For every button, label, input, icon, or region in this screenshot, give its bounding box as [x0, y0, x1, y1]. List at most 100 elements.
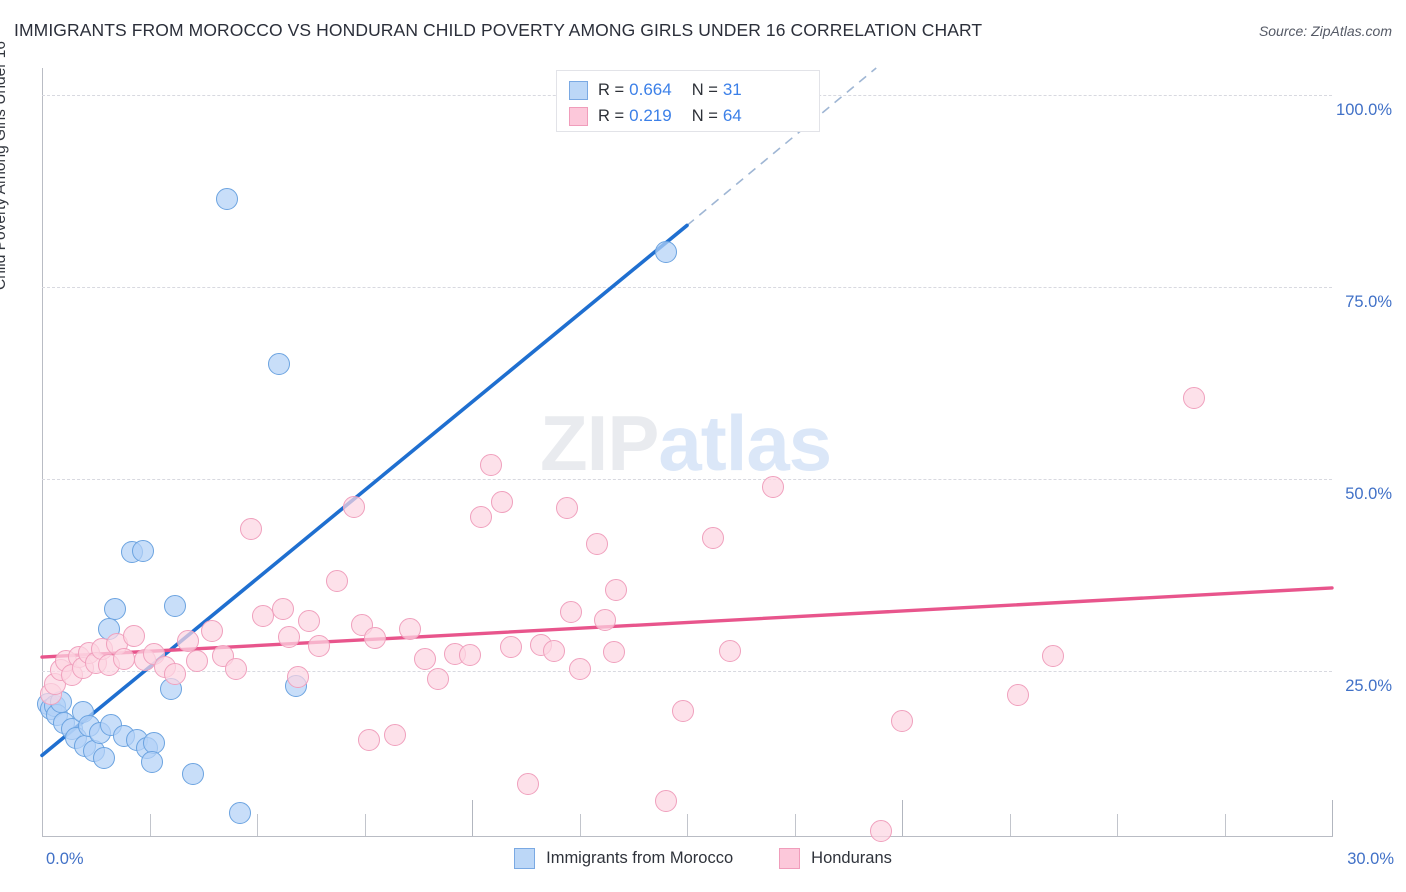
- x-axis-tick: [472, 800, 473, 836]
- x-axis-line: [42, 836, 1333, 837]
- correlation-stats-legend: R = 0.664 N = 31 R = 0.219 N = 64: [556, 70, 820, 132]
- data-point-hondurans: [426, 668, 449, 691]
- data-point-hondurans: [602, 641, 625, 664]
- x-axis-tick: [687, 814, 688, 836]
- data-point-hondurans: [200, 619, 223, 642]
- data-point-hondurans: [325, 570, 348, 593]
- stats-row-hondurans: R = 0.219 N = 64: [569, 103, 809, 129]
- data-point-hondurans: [499, 636, 522, 659]
- data-point-hondurans: [224, 657, 247, 680]
- data-point-hondurans: [654, 789, 677, 812]
- y-axis-title: Child Poverty Among Girls Under 16: [0, 41, 9, 290]
- data-point-hondurans: [1007, 684, 1030, 707]
- source-label: Source: ZipAtlas.com: [1258, 23, 1392, 39]
- legend-label-morocco: Immigrants from Morocco: [546, 849, 734, 867]
- data-point-hondurans: [891, 709, 913, 732]
- data-point-hondurans: [568, 658, 591, 681]
- trendline-hondurans: [40, 586, 1334, 659]
- gridline: [42, 286, 1332, 288]
- legend-item-hondurans[interactable]: Hondurans: [779, 848, 892, 869]
- data-point-hondurans: [177, 629, 200, 652]
- gridline: [42, 478, 1332, 480]
- data-point-morocco: [654, 241, 677, 264]
- data-point-morocco: [140, 751, 163, 774]
- data-point-hondurans: [559, 600, 582, 623]
- data-point-hondurans: [516, 772, 539, 795]
- data-point-hondurans: [585, 533, 608, 556]
- data-point-morocco: [181, 762, 204, 785]
- r-label-morocco: R =: [598, 80, 625, 99]
- data-point-hondurans: [357, 729, 380, 751]
- x-axis-tick: [794, 814, 796, 836]
- data-point-hondurans: [364, 626, 387, 649]
- n-label-morocco: N =: [691, 80, 718, 99]
- y-axis-tick-label: 50.0%: [1345, 484, 1392, 503]
- data-point-hondurans: [123, 624, 146, 647]
- data-point-hondurans: [542, 639, 565, 662]
- data-point-hondurans: [286, 666, 309, 689]
- data-point-hondurans: [239, 517, 262, 540]
- data-point-hondurans: [480, 454, 503, 477]
- data-point-hondurans: [1183, 387, 1206, 410]
- data-point-hondurans: [398, 617, 421, 640]
- n-value-morocco: 31: [722, 80, 742, 99]
- data-point-morocco: [132, 540, 155, 563]
- trendline-morocco: [40, 223, 689, 758]
- x-axis-tick: [1009, 814, 1011, 836]
- data-point-hondurans: [701, 527, 724, 550]
- r-value-hondurans: 0.219: [629, 106, 672, 125]
- data-point-hondurans: [271, 598, 294, 621]
- x-axis-min-label: 0.0%: [46, 850, 84, 868]
- x-axis-tick: [364, 814, 366, 836]
- data-point-morocco: [93, 746, 116, 769]
- data-point-hondurans: [594, 609, 617, 632]
- data-point-hondurans: [297, 609, 320, 632]
- data-point-hondurans: [458, 643, 481, 666]
- y-axis-tick-label: 25.0%: [1345, 676, 1392, 695]
- x-axis-tick: [1332, 800, 1333, 836]
- data-point-hondurans: [469, 506, 492, 529]
- data-point-morocco: [228, 801, 251, 824]
- legend-label-hondurans: Hondurans: [811, 849, 892, 867]
- watermark-atlas: atlas: [658, 399, 832, 487]
- legend-swatch-hondurans: [569, 106, 588, 126]
- legend-swatch-morocco: [569, 80, 588, 100]
- data-point-hondurans: [308, 635, 331, 658]
- series-legend: Immigrants from Morocco Hondurans: [0, 848, 1406, 869]
- n-value-hondurans: 64: [722, 106, 742, 125]
- n-label-hondurans: N =: [691, 106, 718, 125]
- data-point-hondurans: [605, 579, 628, 602]
- x-axis-tick: [902, 800, 903, 836]
- data-point-hondurans: [112, 647, 135, 670]
- watermark-zip: ZIP: [540, 399, 659, 487]
- x-axis-tick: [149, 814, 151, 836]
- data-point-hondurans: [671, 699, 694, 722]
- r-value-morocco: 0.664: [629, 80, 672, 99]
- data-point-morocco: [267, 352, 290, 375]
- y-axis-tick-label: 75.0%: [1345, 292, 1392, 311]
- data-point-hondurans: [383, 724, 406, 747]
- legend-color-morocco: [514, 848, 536, 869]
- legend-item-morocco[interactable]: Immigrants from Morocco: [514, 848, 733, 869]
- data-point-hondurans: [413, 647, 436, 670]
- data-point-hondurans: [762, 475, 784, 498]
- data-point-morocco: [164, 594, 187, 617]
- page-title: IMMIGRANTS FROM MOROCCO VS HONDURAN CHIL…: [14, 20, 983, 40]
- x-axis-max-label: 30.0%: [1347, 850, 1394, 868]
- x-axis-tick: [257, 814, 258, 836]
- data-point-hondurans: [185, 649, 208, 672]
- watermark: ZIPatlas: [540, 398, 832, 489]
- data-point-hondurans: [278, 626, 301, 649]
- x-axis-tick: [579, 814, 581, 836]
- plot-area: ZIPatlas: [37, 67, 1334, 842]
- y-axis-tick-label: 100.0%: [1336, 100, 1392, 119]
- data-point-hondurans: [719, 639, 741, 662]
- data-point-hondurans: [869, 819, 892, 842]
- data-point-morocco: [104, 598, 127, 621]
- data-point-hondurans: [164, 662, 187, 685]
- data-point-hondurans: [491, 490, 514, 513]
- x-axis-tick: [1224, 814, 1226, 836]
- r-label-hondurans: R =: [598, 106, 625, 125]
- data-point-hondurans: [555, 497, 578, 520]
